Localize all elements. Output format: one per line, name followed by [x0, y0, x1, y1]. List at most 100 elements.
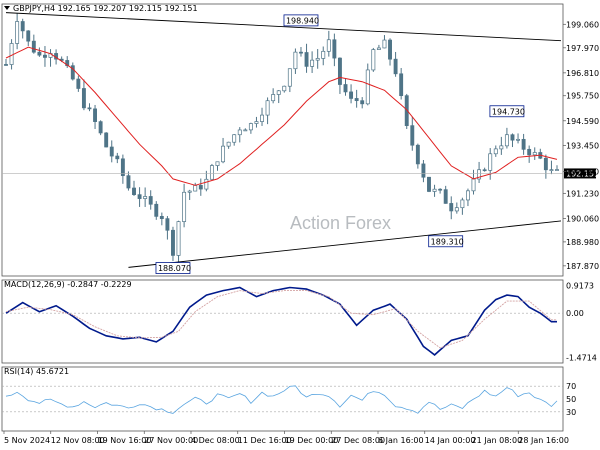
x-tick-label: 19 Dec 00:00: [285, 436, 339, 445]
rsi-line: [5, 385, 558, 414]
x-tick-label: 27 Dec 08:00: [331, 436, 385, 445]
current-price-label: 192.151: [566, 169, 599, 178]
y-tick-label: 195.750: [566, 92, 599, 101]
candle-body: [488, 153, 493, 171]
candle-body: [465, 190, 470, 201]
candle-body: [198, 185, 203, 190]
candle-body: [15, 21, 20, 44]
candle-body: [104, 132, 109, 148]
candle-body: [388, 39, 392, 60]
candle-body: [226, 141, 231, 147]
candle-body: [343, 84, 348, 93]
rsi-panel-lines: [2, 385, 563, 414]
candle-body: [148, 196, 153, 205]
macd-panel-lines: [2, 286, 563, 356]
ma-line: [5, 46, 558, 186]
candle-body: [215, 161, 220, 166]
candle-body: [287, 68, 292, 87]
panel-frame: [1, 279, 564, 364]
candle-body: [65, 60, 70, 67]
candle-body: [143, 196, 148, 199]
candle-body: [454, 207, 459, 212]
y-tick-label: 192.240: [566, 168, 599, 177]
rsi-tick-label: 30: [566, 408, 576, 417]
price-annotations: 188.070 198.940 189.310 194.730: [155, 14, 525, 274]
candle-body: [527, 148, 532, 156]
candle-body: [555, 169, 559, 171]
candle-body: [137, 194, 142, 199]
candle-body: [209, 165, 214, 180]
candle-body: [221, 145, 226, 163]
trendline: [128, 220, 562, 268]
symbol-info: GBPJPY,H4 192.165 192.207 192.115 192.15…: [13, 4, 198, 13]
price-annotation-box: [428, 235, 464, 248]
y-tick-label: 197.970: [566, 44, 599, 53]
x-tick-label: 4 Dec 08:00: [191, 436, 240, 445]
x-tick-label: 27 Nov 00:00: [144, 436, 198, 445]
price-annotation-box: [489, 105, 525, 118]
candle-body: [154, 203, 159, 217]
candle-body: [510, 134, 515, 141]
x-tick-label: 19 Nov 16:00: [98, 436, 152, 445]
candle-body: [549, 169, 554, 171]
candle-body: [265, 100, 270, 116]
candle-body: [87, 107, 92, 110]
x-tick-label: 12 Nov 08:00: [51, 436, 105, 445]
candle-body: [165, 218, 170, 231]
candle-body: [282, 85, 287, 92]
candle-body: [204, 178, 209, 190]
trendline: [5, 12, 562, 42]
candle-body: [193, 185, 198, 192]
price-annotation: 194.730: [492, 107, 525, 116]
candle-body: [404, 95, 409, 126]
candle-body: [321, 50, 326, 59]
candle-body: [532, 152, 537, 156]
candle-body: [410, 125, 415, 146]
dropdown-triangle-icon[interactable]: [4, 6, 10, 10]
candle-body: [460, 199, 465, 209]
candle-body: [332, 39, 337, 59]
candle-body: [260, 114, 264, 122]
candle-body: [504, 134, 509, 147]
x-tick-label: 14 Jan 00:00: [425, 436, 476, 445]
candle-body: [376, 47, 381, 50]
candle-body: [299, 51, 303, 54]
candle-body: [9, 43, 14, 65]
x-tick-label: 28 Jan 16:00: [518, 436, 569, 445]
candle-body: [126, 175, 131, 189]
candle-body: [237, 129, 242, 136]
candle-body: [349, 91, 354, 99]
macd-signal-line: [5, 290, 557, 349]
candle-body: [70, 65, 75, 80]
candle-body: [354, 98, 359, 102]
candle-body: [248, 123, 253, 131]
candle-body: [443, 189, 448, 204]
candle-body: [4, 64, 8, 66]
candle-body: [471, 178, 476, 192]
candle-body: [382, 39, 387, 49]
candle-body: [310, 59, 315, 67]
price-annotation: 189.310: [431, 237, 464, 246]
rsi-info: RSI(14) 45.6721: [4, 367, 69, 376]
candle-body: [393, 58, 398, 75]
candle-body: [232, 134, 237, 143]
candle-body: [254, 121, 259, 124]
panel-frame: [1, 3, 564, 277]
macd-tick-label: -1.4714: [566, 354, 597, 363]
x-tick-label: 21 Jan 08:00: [472, 436, 523, 445]
candle-body: [276, 90, 281, 95]
x-tick-label: 11 Dec 16:00: [238, 436, 292, 445]
price-annotation-box: [155, 262, 191, 274]
y-tick-label: 196.810: [566, 69, 599, 78]
candle-body: [31, 40, 36, 53]
y-tick-label: 194.590: [566, 117, 599, 126]
candle-body: [20, 21, 25, 32]
y-tick-label: 190.060: [566, 215, 599, 224]
price-annotation: 188.070: [158, 264, 191, 273]
candle-body: [449, 203, 454, 212]
candle-body: [171, 229, 175, 256]
y-tick-label: 191.230: [566, 189, 599, 198]
price-annotation-box: [283, 14, 319, 27]
candle-body: [360, 100, 365, 105]
